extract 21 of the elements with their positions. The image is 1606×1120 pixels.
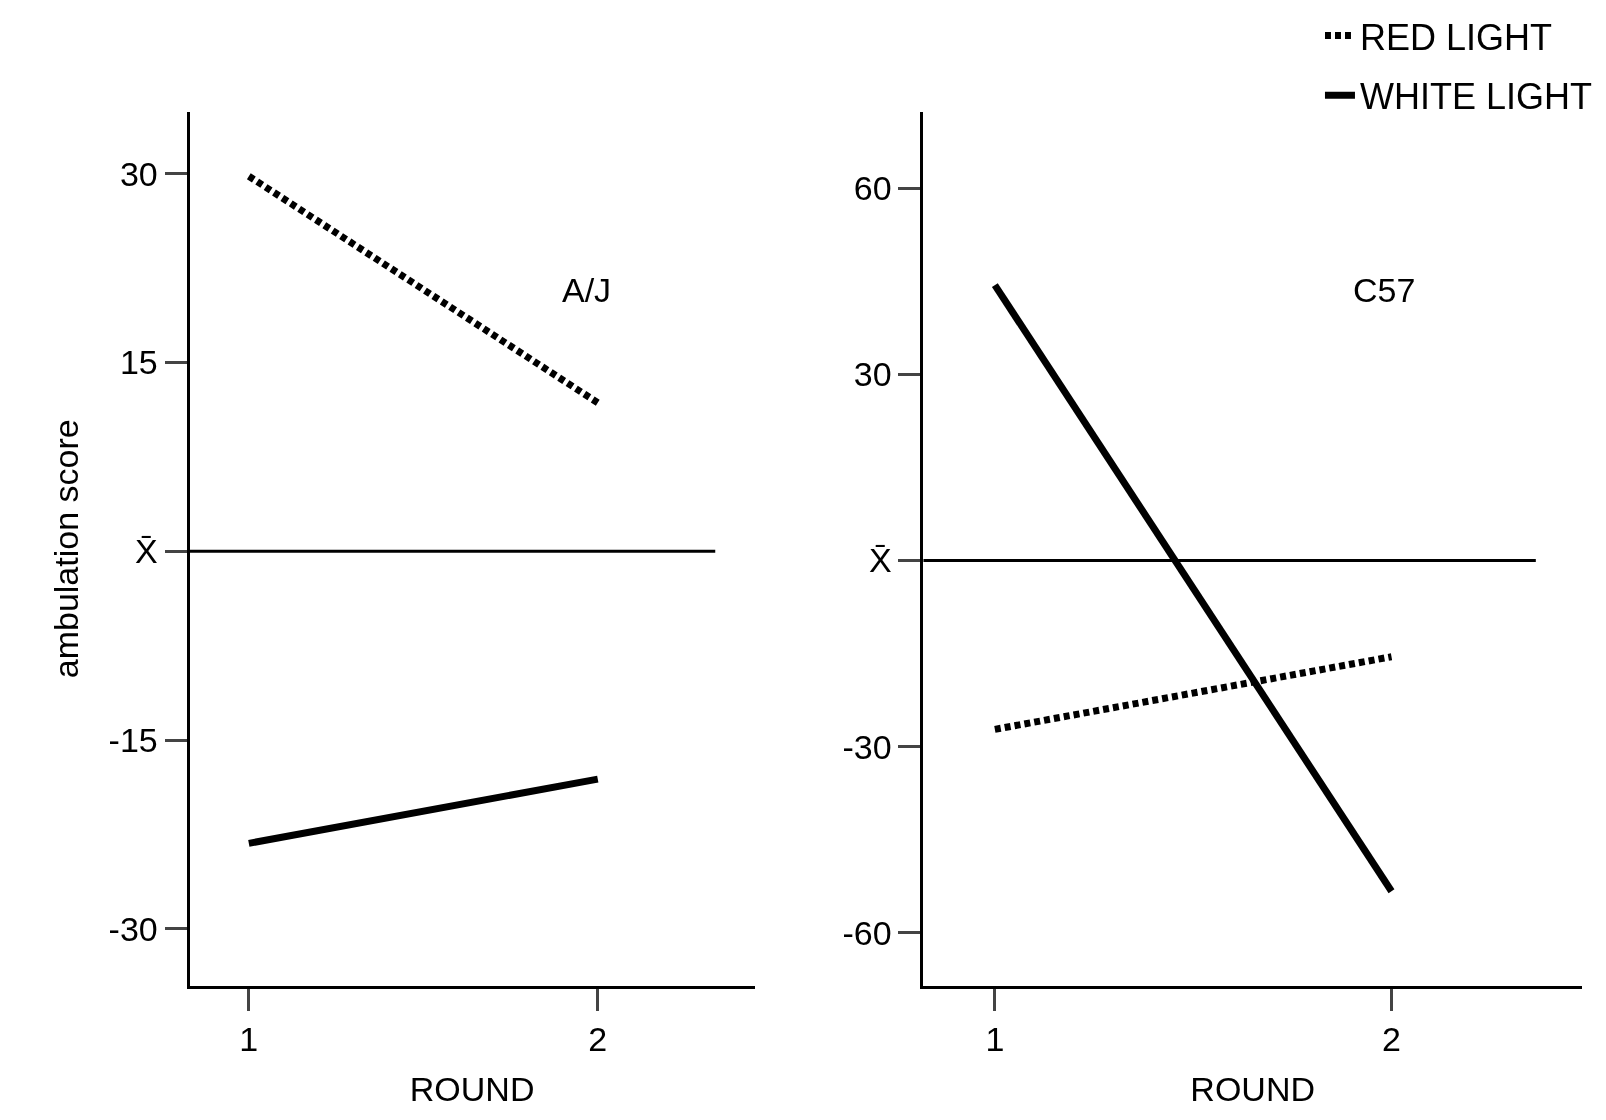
x-tick-label: 2	[588, 1020, 608, 1059]
text: C57	[1353, 271, 1416, 309]
y-tick-label: X̄	[868, 541, 892, 580]
x-axis-title: ROUND	[1190, 1069, 1316, 1108]
text: A/J	[562, 271, 612, 309]
x-tick-label: 1	[985, 1020, 1005, 1059]
y-axis-title: ambulation score	[47, 419, 86, 679]
y-tick-label: -60	[842, 913, 892, 952]
y-tick-label: -30	[108, 909, 158, 948]
y-tick-label: -15	[108, 721, 158, 760]
y-tick-label: 30	[853, 355, 892, 394]
x-tick-label: 2	[1382, 1020, 1401, 1059]
y-tick-label: -30	[842, 727, 892, 766]
y-tick-label: 15	[119, 343, 158, 382]
y-tick-label: 30	[119, 154, 158, 193]
legend-label: WHITE LIGHT	[1359, 76, 1592, 118]
x-tick-label: 1	[239, 1020, 259, 1059]
y-tick-label: 60	[853, 169, 892, 208]
y-tick-label: X̄	[135, 532, 158, 571]
x-axis-title: ROUND	[409, 1069, 535, 1108]
legend-label: RED LIGHT	[1359, 16, 1552, 58]
